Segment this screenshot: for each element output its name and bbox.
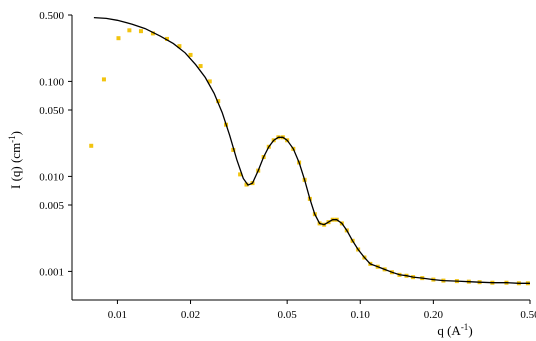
data-point: [207, 79, 212, 84]
y-ticks: 0.500 0.100 0.050 0.010 0.005 0.001: [39, 10, 72, 278]
x-tick-label: 0.10: [351, 309, 371, 321]
fit-line: [93, 16, 530, 284]
data-point: [238, 172, 243, 177]
data-point: [127, 28, 132, 33]
x-tick-label: 0.50: [520, 309, 536, 321]
data-point: [244, 182, 249, 187]
axes: [71, 15, 530, 301]
x-tick-label: 0.20: [424, 309, 444, 321]
y-tick-label: 0.050: [39, 105, 64, 117]
data-point: [216, 99, 221, 104]
y-tick-label: 0.005: [39, 200, 64, 212]
data-point: [116, 36, 121, 41]
data-point: [188, 52, 193, 57]
data-point: [198, 64, 203, 69]
data-point: [101, 77, 106, 82]
data-point: [138, 29, 143, 34]
data-point: [150, 31, 155, 36]
x-ticks: 0.01 0.02 0.05 0.10 0.20 0.50: [108, 300, 536, 321]
data-point: [89, 143, 94, 148]
fit-curve: [93, 16, 530, 284]
x-axis-title: q (A-1): [437, 322, 472, 338]
data-point: [164, 36, 169, 41]
x-tick-label: 0.02: [181, 309, 200, 321]
y-tick-label: 0.100: [39, 76, 64, 88]
x-tick-label: 0.05: [278, 309, 298, 321]
y-axis-title: I (q) (cm-1): [7, 131, 23, 189]
y-tick-label: 0.001: [39, 266, 64, 278]
data-points: [89, 28, 530, 286]
y-tick-label: 0.500: [39, 10, 64, 22]
y-tick-label: 0.010: [39, 171, 64, 183]
data-point: [177, 44, 182, 49]
x-tick-label: 0.01: [108, 309, 127, 321]
